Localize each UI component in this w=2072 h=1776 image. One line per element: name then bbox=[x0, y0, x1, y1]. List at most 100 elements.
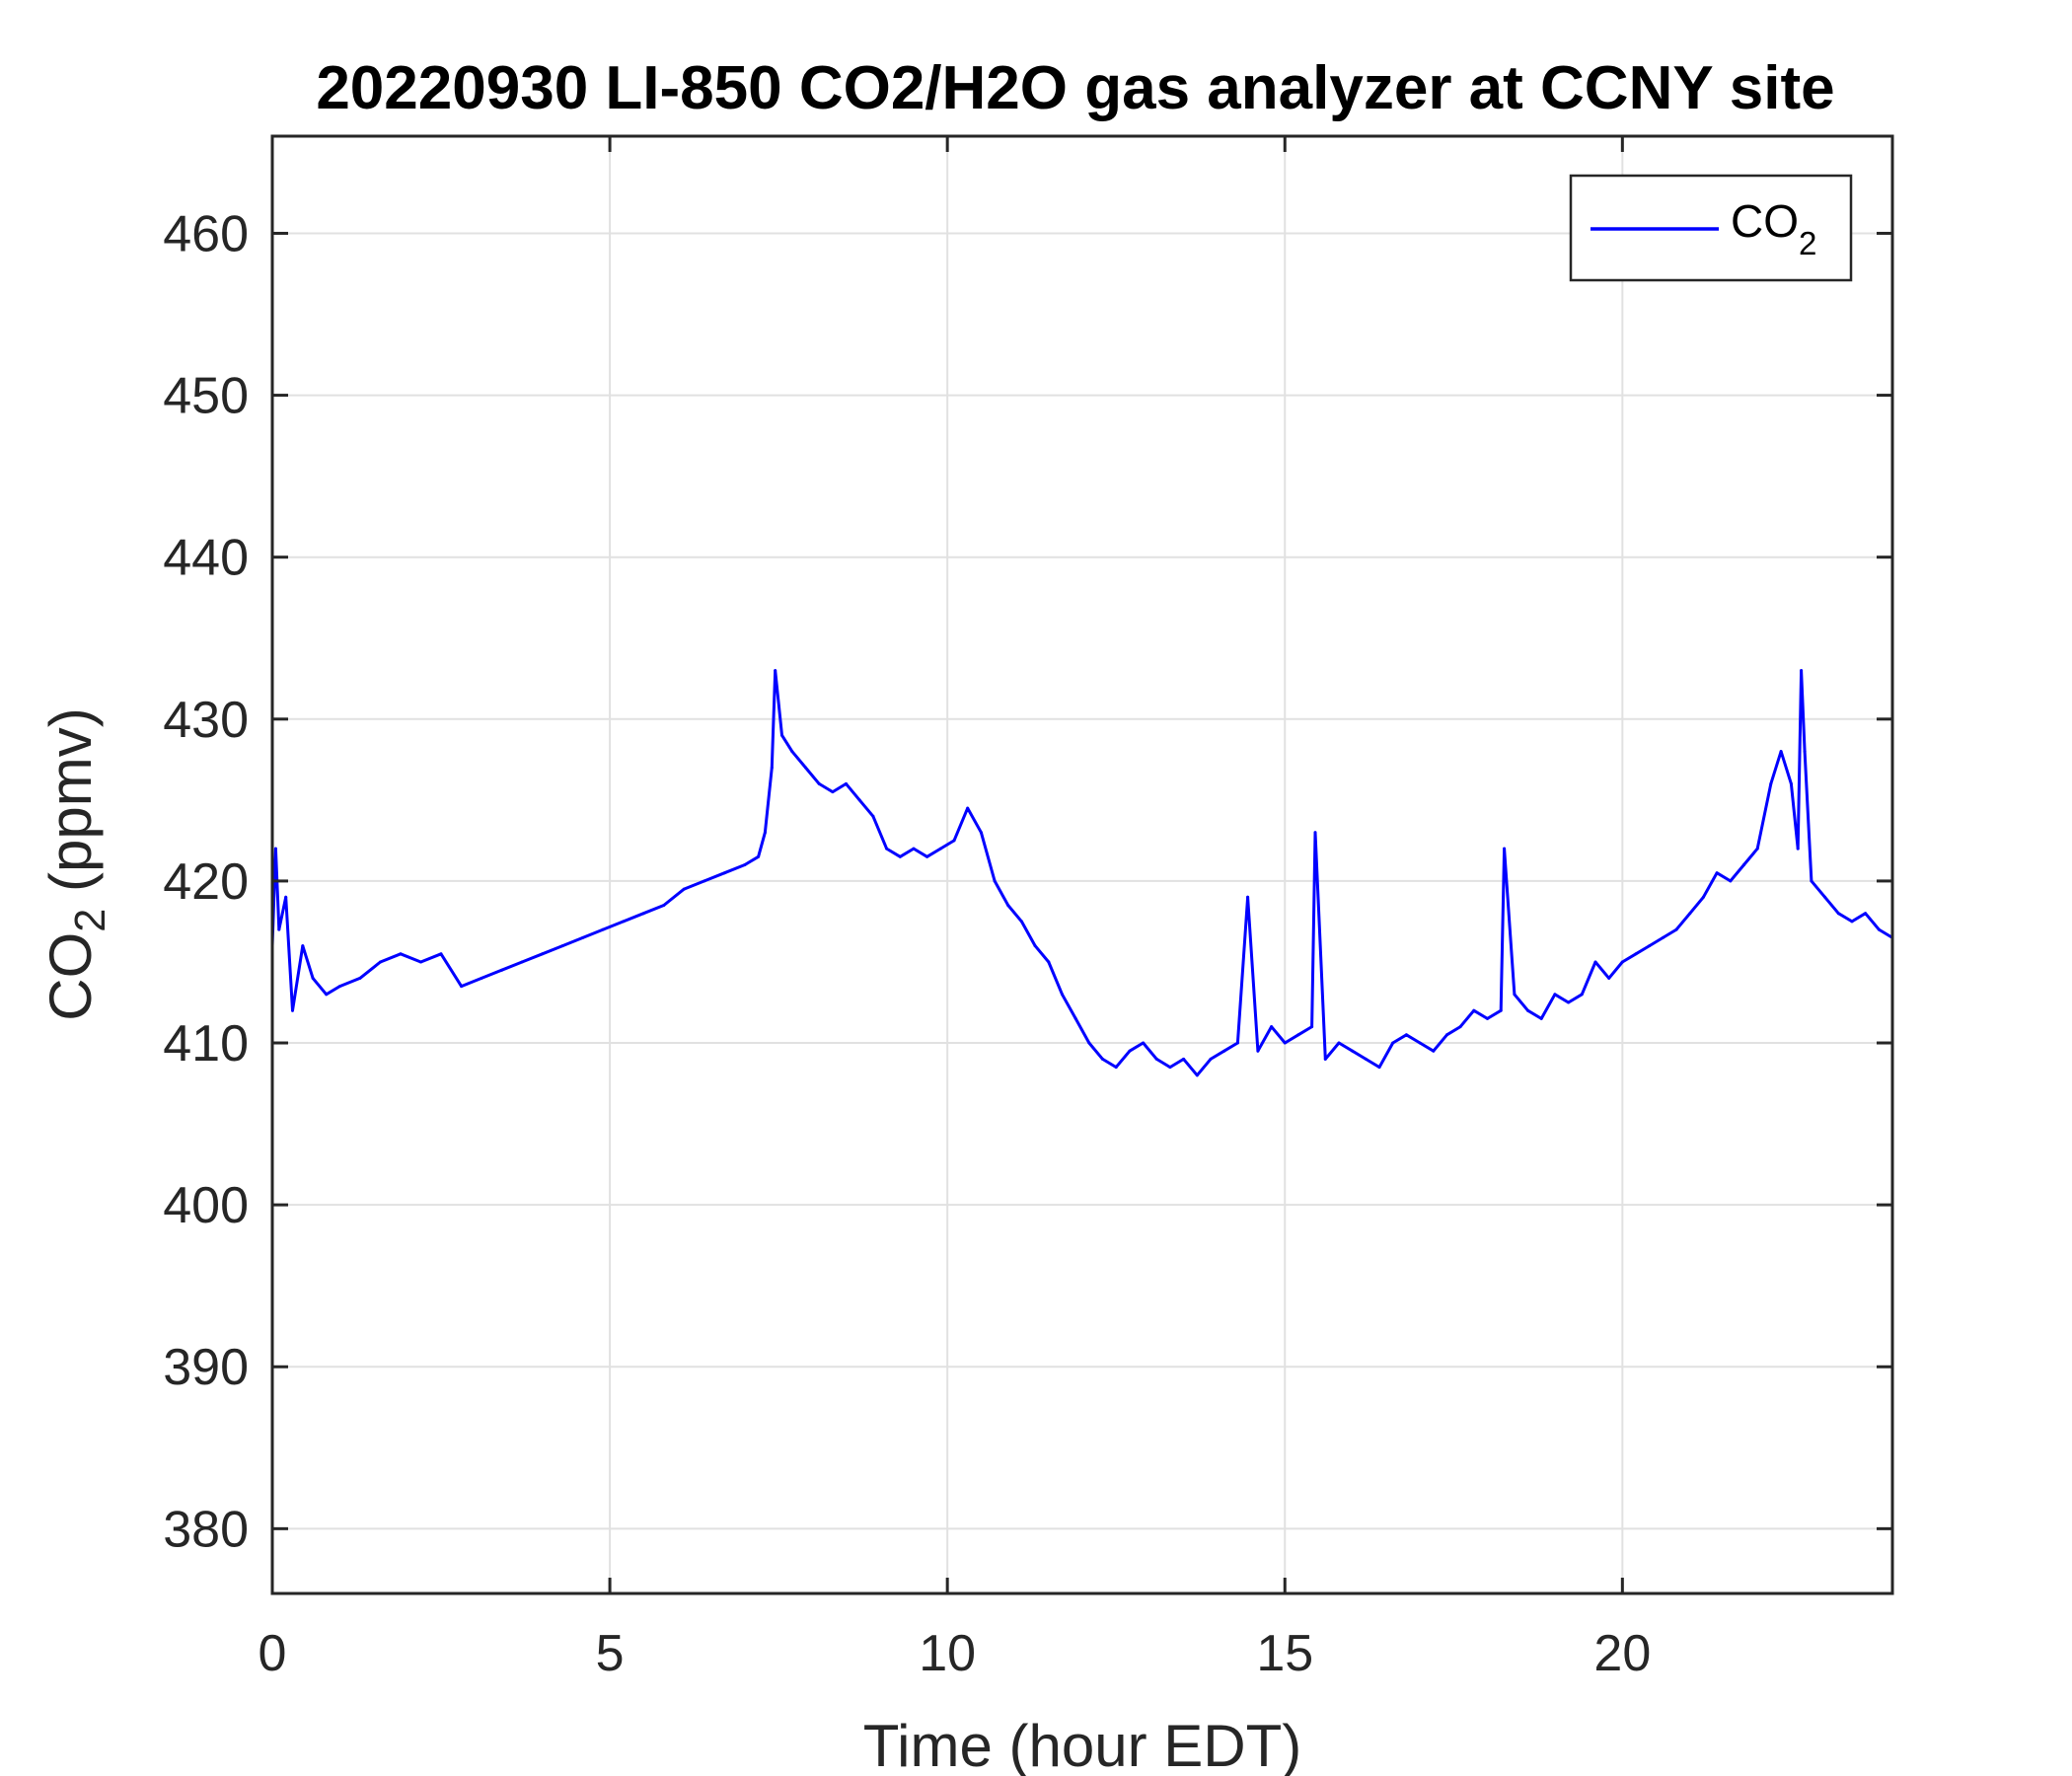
y-tick-label: 380 bbox=[163, 1501, 249, 1558]
data-point bbox=[1688, 912, 1692, 916]
data-point bbox=[337, 985, 341, 989]
plot-area bbox=[272, 136, 1892, 1593]
data-point bbox=[1779, 750, 1783, 754]
y-tick-label: 420 bbox=[163, 853, 249, 911]
legend: CO2 bbox=[1569, 174, 1853, 282]
data-point bbox=[770, 766, 774, 770]
data-point bbox=[560, 944, 564, 948]
data-point bbox=[439, 952, 443, 956]
data-point bbox=[938, 847, 942, 851]
legend-label-sub: 2 bbox=[1799, 226, 1816, 262]
data-point bbox=[1142, 1041, 1146, 1045]
data-point bbox=[358, 976, 362, 980]
data-point bbox=[912, 847, 916, 851]
data-point bbox=[291, 1008, 294, 1012]
data-point bbox=[1313, 831, 1317, 835]
data-point bbox=[1850, 920, 1854, 924]
data-point bbox=[622, 920, 626, 924]
data-point bbox=[1503, 847, 1507, 851]
data-point bbox=[662, 904, 666, 907]
data-point bbox=[1337, 1041, 1341, 1045]
data-point bbox=[419, 960, 422, 964]
data-point bbox=[1742, 863, 1745, 866]
data-point bbox=[1209, 1057, 1213, 1061]
data-point bbox=[581, 935, 585, 939]
data-point bbox=[1128, 1049, 1132, 1053]
data-point bbox=[817, 781, 821, 785]
series-line-co2 bbox=[270, 669, 1893, 1077]
data-point bbox=[480, 976, 483, 980]
y-tick-label: 450 bbox=[163, 368, 249, 425]
data-point bbox=[301, 944, 305, 948]
data-point bbox=[1323, 1057, 1327, 1061]
data-point bbox=[1458, 1025, 1462, 1029]
chart-title: 20220930 LI-850 CO2/H2O gas analyzer at … bbox=[316, 54, 1834, 122]
x-tick-label: 5 bbox=[596, 1625, 625, 1682]
data-point bbox=[1047, 960, 1051, 964]
data-point bbox=[1674, 927, 1678, 931]
x-axis-label: Time (hour EDT) bbox=[863, 1713, 1302, 1776]
data-point bbox=[1634, 952, 1638, 956]
data-point bbox=[1539, 1016, 1543, 1020]
data-point bbox=[1006, 904, 1010, 907]
data-point bbox=[500, 968, 504, 972]
data-point bbox=[1803, 750, 1807, 754]
data-point bbox=[1593, 960, 1597, 964]
y-axis-label-rest: (ppmv) bbox=[37, 707, 104, 908]
data-point bbox=[1796, 847, 1800, 851]
data-point bbox=[774, 669, 777, 673]
plot-frame bbox=[270, 134, 1894, 1595]
x-tick-label: 10 bbox=[919, 1625, 976, 1682]
x-tick-label: 20 bbox=[1593, 1625, 1651, 1682]
data-point bbox=[1377, 1066, 1381, 1070]
data-point bbox=[1661, 935, 1665, 939]
data-point bbox=[1364, 1057, 1368, 1061]
data-point bbox=[1729, 879, 1733, 883]
data-point bbox=[1789, 781, 1793, 785]
data-point bbox=[966, 806, 970, 810]
data-point bbox=[601, 927, 605, 931]
y-tick-label: 400 bbox=[163, 1177, 249, 1234]
data-point bbox=[1445, 1033, 1448, 1037]
y-axis-label-sub: 2 bbox=[67, 909, 114, 932]
y-tick-label: 410 bbox=[163, 1015, 249, 1073]
data-point bbox=[460, 985, 464, 989]
data-point bbox=[952, 839, 956, 843]
data-point bbox=[898, 854, 902, 858]
data-point bbox=[1391, 1041, 1395, 1045]
data-point bbox=[1648, 944, 1652, 948]
data-point bbox=[1222, 1049, 1226, 1053]
data-point bbox=[1296, 1033, 1300, 1037]
data-point bbox=[1087, 1041, 1091, 1045]
data-point bbox=[743, 863, 747, 866]
data-point bbox=[541, 952, 545, 956]
data-point bbox=[1101, 1057, 1104, 1061]
data-point bbox=[1864, 912, 1868, 916]
y-tick-label: 390 bbox=[163, 1339, 249, 1396]
data-point bbox=[979, 831, 983, 835]
data-point bbox=[1607, 976, 1611, 980]
data-point bbox=[871, 814, 875, 818]
data-point bbox=[1800, 669, 1804, 673]
data-point bbox=[703, 879, 706, 883]
data-point bbox=[1246, 895, 1250, 899]
data-point bbox=[1061, 993, 1064, 997]
data-point bbox=[780, 733, 783, 737]
data-point bbox=[1073, 1016, 1077, 1020]
data-point bbox=[722, 871, 726, 875]
data-point bbox=[520, 960, 524, 964]
data-point bbox=[325, 993, 329, 997]
data-point bbox=[273, 847, 277, 851]
data-point bbox=[1154, 1057, 1158, 1061]
data-point bbox=[1235, 1041, 1239, 1045]
data-point bbox=[1404, 1033, 1408, 1037]
data-point bbox=[1114, 1066, 1118, 1070]
data-point bbox=[277, 927, 281, 931]
y-tick-label: 430 bbox=[163, 692, 249, 749]
data-point bbox=[885, 847, 889, 851]
tick-labels: 0 5 10 15 20 380 390 400 410 420 430 440 450 460 bbox=[163, 205, 1651, 1682]
data-point bbox=[1472, 1008, 1476, 1012]
data-point bbox=[1033, 944, 1037, 948]
data-point bbox=[845, 781, 848, 785]
data-point bbox=[641, 912, 645, 916]
